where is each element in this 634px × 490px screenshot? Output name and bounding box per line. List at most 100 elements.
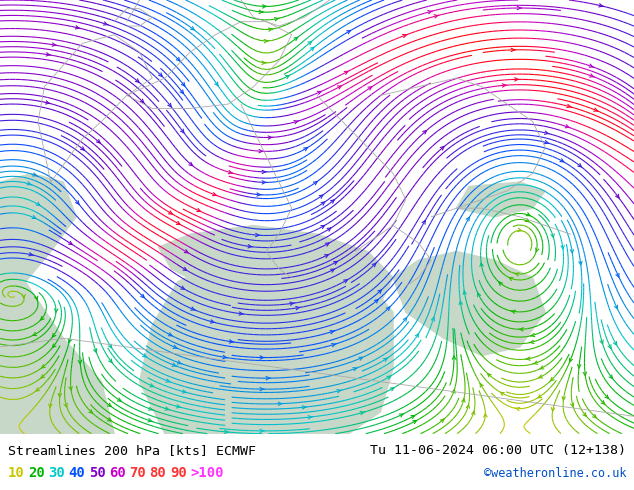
FancyArrowPatch shape — [378, 290, 382, 294]
FancyArrowPatch shape — [260, 429, 264, 433]
FancyArrowPatch shape — [550, 377, 554, 381]
FancyArrowPatch shape — [262, 61, 266, 65]
FancyArrowPatch shape — [107, 403, 111, 407]
FancyArrowPatch shape — [605, 395, 609, 398]
FancyArrowPatch shape — [614, 305, 618, 309]
FancyArrowPatch shape — [384, 358, 387, 362]
FancyArrowPatch shape — [526, 357, 530, 360]
FancyArrowPatch shape — [228, 171, 233, 174]
FancyArrowPatch shape — [545, 131, 549, 134]
FancyArrowPatch shape — [552, 408, 555, 411]
Polygon shape — [0, 269, 114, 434]
FancyArrowPatch shape — [562, 397, 566, 400]
Text: 40: 40 — [68, 466, 85, 480]
FancyArrowPatch shape — [579, 261, 582, 265]
FancyArrowPatch shape — [599, 4, 604, 7]
FancyArrowPatch shape — [32, 216, 36, 219]
FancyArrowPatch shape — [285, 75, 289, 78]
FancyArrowPatch shape — [387, 376, 391, 379]
FancyArrowPatch shape — [143, 354, 146, 357]
FancyArrowPatch shape — [511, 48, 515, 51]
FancyArrowPatch shape — [75, 200, 79, 204]
FancyArrowPatch shape — [108, 344, 112, 348]
FancyArrowPatch shape — [148, 407, 153, 410]
FancyArrowPatch shape — [462, 398, 465, 402]
FancyArrowPatch shape — [262, 5, 267, 8]
Text: 60: 60 — [109, 466, 126, 480]
FancyArrowPatch shape — [515, 407, 520, 411]
FancyArrowPatch shape — [136, 79, 139, 82]
FancyArrowPatch shape — [180, 90, 183, 94]
FancyArrowPatch shape — [472, 411, 475, 415]
FancyArrowPatch shape — [434, 15, 439, 18]
FancyArrowPatch shape — [260, 356, 264, 359]
FancyArrowPatch shape — [262, 181, 266, 184]
FancyArrowPatch shape — [36, 388, 39, 391]
Text: 20: 20 — [28, 466, 44, 480]
FancyArrowPatch shape — [295, 306, 301, 310]
FancyArrowPatch shape — [259, 149, 263, 153]
Text: 90: 90 — [170, 466, 186, 480]
FancyArrowPatch shape — [42, 365, 45, 368]
FancyArrowPatch shape — [593, 415, 596, 418]
FancyArrowPatch shape — [230, 340, 234, 343]
FancyArrowPatch shape — [403, 318, 406, 321]
FancyArrowPatch shape — [344, 280, 347, 283]
Polygon shape — [456, 182, 545, 217]
FancyArrowPatch shape — [452, 356, 456, 359]
FancyArrowPatch shape — [327, 228, 331, 231]
FancyArrowPatch shape — [514, 273, 519, 276]
FancyArrowPatch shape — [33, 333, 37, 336]
FancyArrowPatch shape — [502, 84, 507, 87]
FancyArrowPatch shape — [53, 344, 56, 347]
Text: ©weatheronline.co.uk: ©weatheronline.co.uk — [484, 467, 626, 480]
FancyArrowPatch shape — [459, 301, 462, 305]
FancyArrowPatch shape — [359, 357, 363, 360]
FancyArrowPatch shape — [172, 363, 177, 367]
FancyArrowPatch shape — [262, 170, 266, 173]
FancyArrowPatch shape — [256, 233, 260, 237]
FancyArrowPatch shape — [583, 413, 586, 416]
FancyArrowPatch shape — [570, 249, 574, 253]
FancyArrowPatch shape — [148, 418, 153, 422]
FancyArrowPatch shape — [540, 366, 544, 369]
FancyArrowPatch shape — [415, 334, 418, 338]
FancyArrowPatch shape — [480, 263, 483, 267]
FancyArrowPatch shape — [166, 379, 171, 382]
FancyArrowPatch shape — [589, 64, 594, 67]
FancyArrowPatch shape — [107, 418, 111, 421]
FancyArrowPatch shape — [78, 360, 82, 364]
Polygon shape — [393, 251, 545, 356]
FancyArrowPatch shape — [308, 41, 311, 45]
FancyArrowPatch shape — [593, 108, 598, 111]
FancyArrowPatch shape — [332, 343, 336, 347]
FancyArrowPatch shape — [411, 416, 415, 418]
FancyArrowPatch shape — [313, 181, 317, 185]
FancyArrowPatch shape — [29, 253, 34, 256]
FancyArrowPatch shape — [190, 26, 194, 30]
FancyArrowPatch shape — [321, 202, 325, 205]
FancyArrowPatch shape — [181, 129, 184, 133]
FancyArrowPatch shape — [58, 393, 61, 397]
FancyArrowPatch shape — [183, 267, 187, 270]
FancyArrowPatch shape — [330, 269, 334, 272]
FancyArrowPatch shape — [344, 72, 348, 74]
Text: >100: >100 — [190, 466, 224, 480]
FancyArrowPatch shape — [423, 130, 427, 134]
FancyArrowPatch shape — [578, 365, 581, 368]
FancyArrowPatch shape — [526, 213, 530, 216]
FancyArrowPatch shape — [239, 312, 243, 315]
FancyArrowPatch shape — [372, 263, 376, 267]
FancyArrowPatch shape — [399, 414, 403, 417]
FancyArrowPatch shape — [466, 405, 470, 408]
FancyArrowPatch shape — [35, 296, 38, 300]
FancyArrowPatch shape — [509, 277, 513, 281]
FancyArrowPatch shape — [103, 22, 108, 25]
FancyArrowPatch shape — [210, 320, 215, 323]
FancyArrowPatch shape — [583, 372, 586, 375]
FancyArrowPatch shape — [319, 195, 323, 198]
FancyArrowPatch shape — [567, 104, 572, 108]
FancyArrowPatch shape — [189, 162, 193, 166]
FancyArrowPatch shape — [360, 412, 365, 415]
FancyArrowPatch shape — [117, 398, 121, 401]
